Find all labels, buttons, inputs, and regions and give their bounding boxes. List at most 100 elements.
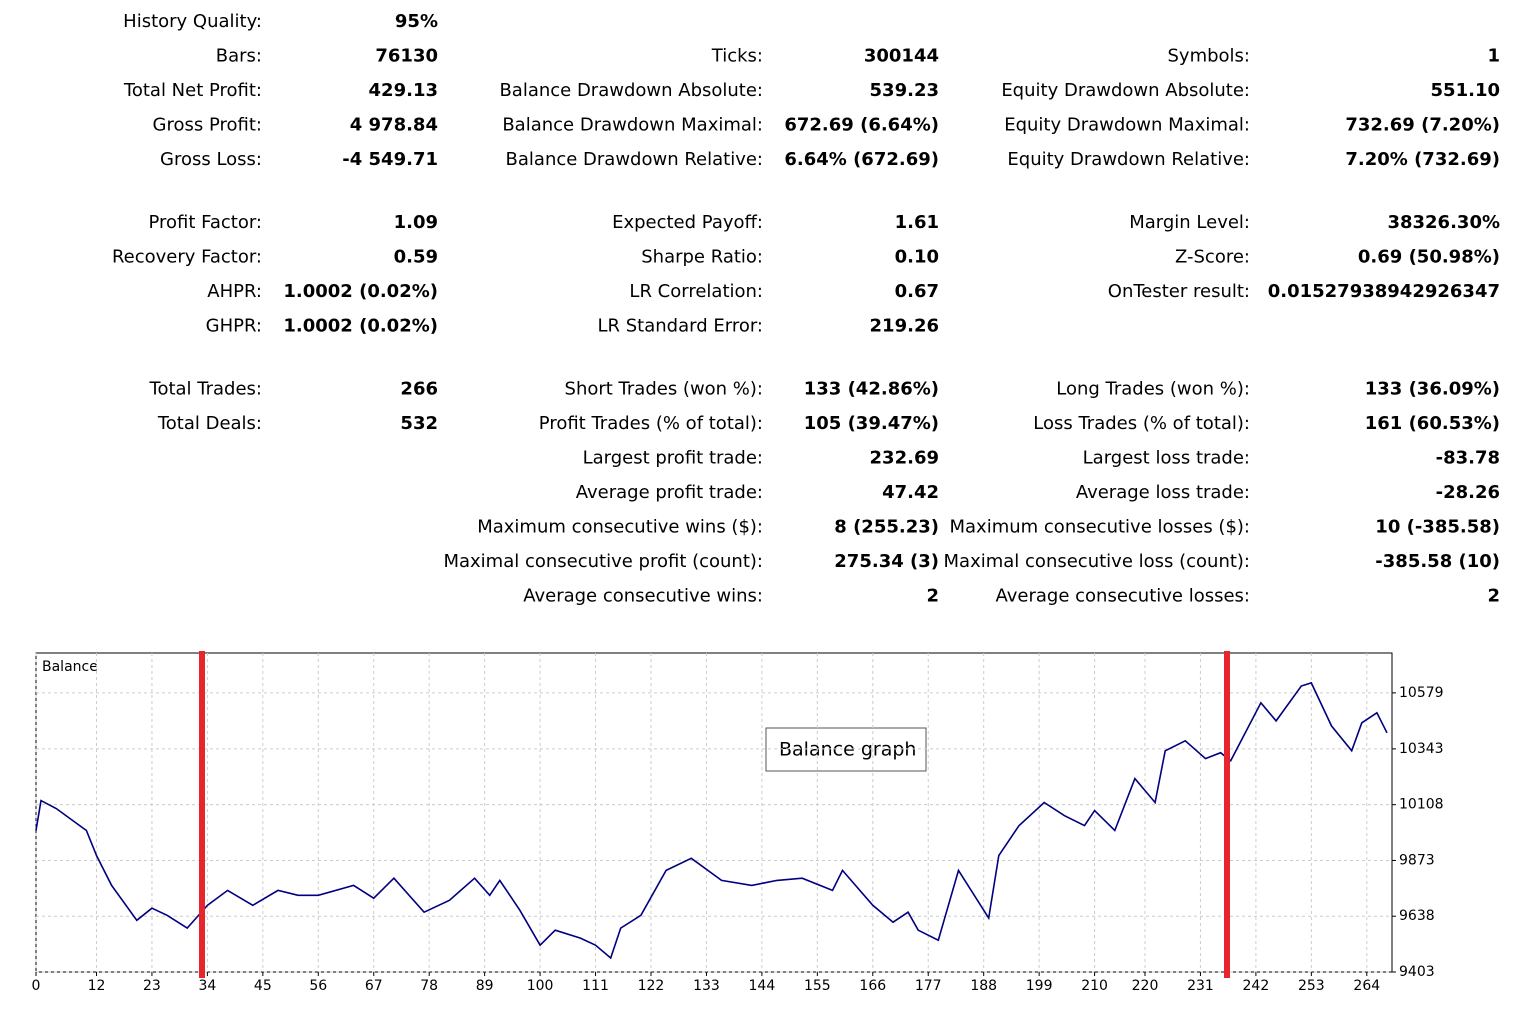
stat-value: -4 549.71 [342, 149, 438, 170]
stat-value: 1.0002 (0.02%) [283, 281, 438, 302]
stat-label: History Quality: [123, 11, 262, 32]
annotation: Balance graph [779, 739, 916, 761]
x-tick-label: 67 [365, 978, 383, 994]
x-tick-label: 34 [198, 978, 216, 994]
stat-label: Maximum consecutive wins ($): [477, 517, 763, 538]
stat-label: Maximum consecutive losses ($): [950, 517, 1251, 538]
stat-value: 1 [1487, 46, 1500, 67]
stat-label: Equity Drawdown Maximal: [1004, 115, 1250, 136]
stat-label: Largest profit trade: [583, 448, 763, 469]
x-tick-label: 122 [638, 978, 665, 994]
stat-value: 275.34 (3) [834, 551, 939, 572]
stat-value: 1.0002 (0.02%) [283, 316, 438, 337]
stat-value: 7.20% (732.69) [1345, 149, 1500, 170]
stat-label: Average profit trade: [576, 482, 763, 503]
stat-value: 539.23 [870, 80, 939, 101]
stat-value: 429.13 [369, 80, 438, 101]
stat-label: Average consecutive losses: [995, 586, 1250, 607]
x-tick-label: 253 [1298, 978, 1325, 994]
stat-value: -83.78 [1436, 448, 1500, 469]
stat-value: 0.10 [895, 247, 939, 268]
x-tick-label: 56 [309, 978, 327, 994]
stat-label: Recovery Factor: [112, 247, 262, 268]
stat-label: Ticks: [711, 46, 763, 67]
balance-line [35, 681, 1388, 960]
y-tick-label: 10579 [1399, 685, 1444, 701]
stat-value: 0.67 [895, 281, 939, 302]
stat-label: Symbols: [1168, 46, 1251, 67]
stat-label: Profit Factor: [148, 212, 262, 233]
stat-value: 4 978.84 [350, 115, 438, 136]
stat-label: Balance Drawdown Absolute: [499, 80, 763, 101]
stat-value: 10 (-385.58) [1375, 517, 1500, 538]
stat-value: 161 (60.53%) [1365, 413, 1500, 434]
stat-label: Balance Drawdown Relative: [506, 149, 763, 170]
stat-value: 47.42 [882, 482, 939, 503]
x-tick-label: 111 [582, 978, 609, 994]
stat-label: OnTester result: [1108, 281, 1250, 302]
annotation-box [765, 727, 927, 772]
x-tick-label: 89 [476, 978, 494, 994]
stat-label: Equity Drawdown Absolute: [1001, 80, 1250, 101]
stat-value: 133 (36.09%) [1365, 379, 1500, 400]
x-tick-label: 155 [804, 978, 831, 994]
stat-label: Short Trades (won %): [565, 379, 763, 400]
stat-value: 133 (42.86%) [804, 379, 939, 400]
stat-label: Total Net Profit: [123, 80, 262, 101]
stat-value: 219.26 [870, 316, 939, 337]
y-tick-label: 10343 [1399, 741, 1444, 757]
marks [35, 653, 1396, 976]
stat-label: Sharpe Ratio: [641, 247, 763, 268]
x-tick-label: 199 [1026, 978, 1053, 994]
x-tick-label: 45 [254, 978, 272, 994]
x-tick-label: 242 [1243, 978, 1270, 994]
stat-label: AHPR: [207, 281, 262, 302]
y-tick-label: 9638 [1399, 908, 1435, 924]
x-tick-label: 220 [1132, 978, 1159, 994]
stat-label: Average loss trade: [1076, 482, 1250, 503]
stat-label: Total Trades: [149, 379, 262, 400]
stat-value: 0.69 (50.98%) [1358, 247, 1500, 268]
x-tick-label: 12 [88, 978, 106, 994]
stat-value: 105 (39.47%) [804, 413, 939, 434]
stat-value: 1.61 [895, 212, 939, 233]
stat-value: 532 [400, 413, 438, 434]
chart-frame [35, 652, 1393, 973]
x-tick-label: 133 [693, 978, 720, 994]
x-tick-label: 23 [143, 978, 161, 994]
stat-label: Margin Level: [1129, 212, 1250, 233]
stat-label: Profit Trades (% of total): [539, 413, 763, 434]
y-tick-label: 9403 [1399, 964, 1435, 980]
stat-label: Gross Loss: [160, 149, 262, 170]
stat-value: 8 (255.23) [834, 517, 939, 538]
x-tick-label: 210 [1081, 978, 1108, 994]
y-tick-label: 10108 [1399, 797, 1444, 813]
x-tick-label: 78 [420, 978, 438, 994]
stat-value: 232.69 [870, 448, 939, 469]
stat-label: Equity Drawdown Relative: [1007, 149, 1250, 170]
x-tick-label: 100 [527, 978, 554, 994]
stat-value: 672.69 (6.64%) [784, 115, 939, 136]
stat-value: 0.59 [394, 247, 438, 268]
stat-value: 2 [1487, 586, 1500, 607]
stat-value: 38326.30% [1387, 212, 1500, 233]
stat-label: Largest loss trade: [1083, 448, 1250, 469]
stat-label: Maximal consecutive loss (count): [944, 551, 1250, 572]
x-tick-label: 0 [32, 978, 41, 994]
stat-value: -28.26 [1436, 482, 1500, 503]
stat-label: Total Deals: [157, 413, 262, 434]
stat-label: LR Standard Error: [598, 316, 764, 337]
stat-value: 551.10 [1431, 80, 1500, 101]
stat-value: 76130 [375, 46, 438, 67]
stat-value: 300144 [864, 46, 939, 67]
stat-label: Loss Trades (% of total): [1033, 413, 1250, 434]
y-tick-label: 9873 [1399, 852, 1435, 868]
stat-value: 2 [926, 586, 939, 607]
chart-title: Balance [42, 659, 98, 675]
x-tick-label: 188 [970, 978, 997, 994]
stat-value: 6.64% (672.69) [784, 149, 939, 170]
x-tick-label: 144 [749, 978, 776, 994]
stat-value: 266 [400, 379, 438, 400]
stat-label: Long Trades (won %): [1056, 379, 1250, 400]
